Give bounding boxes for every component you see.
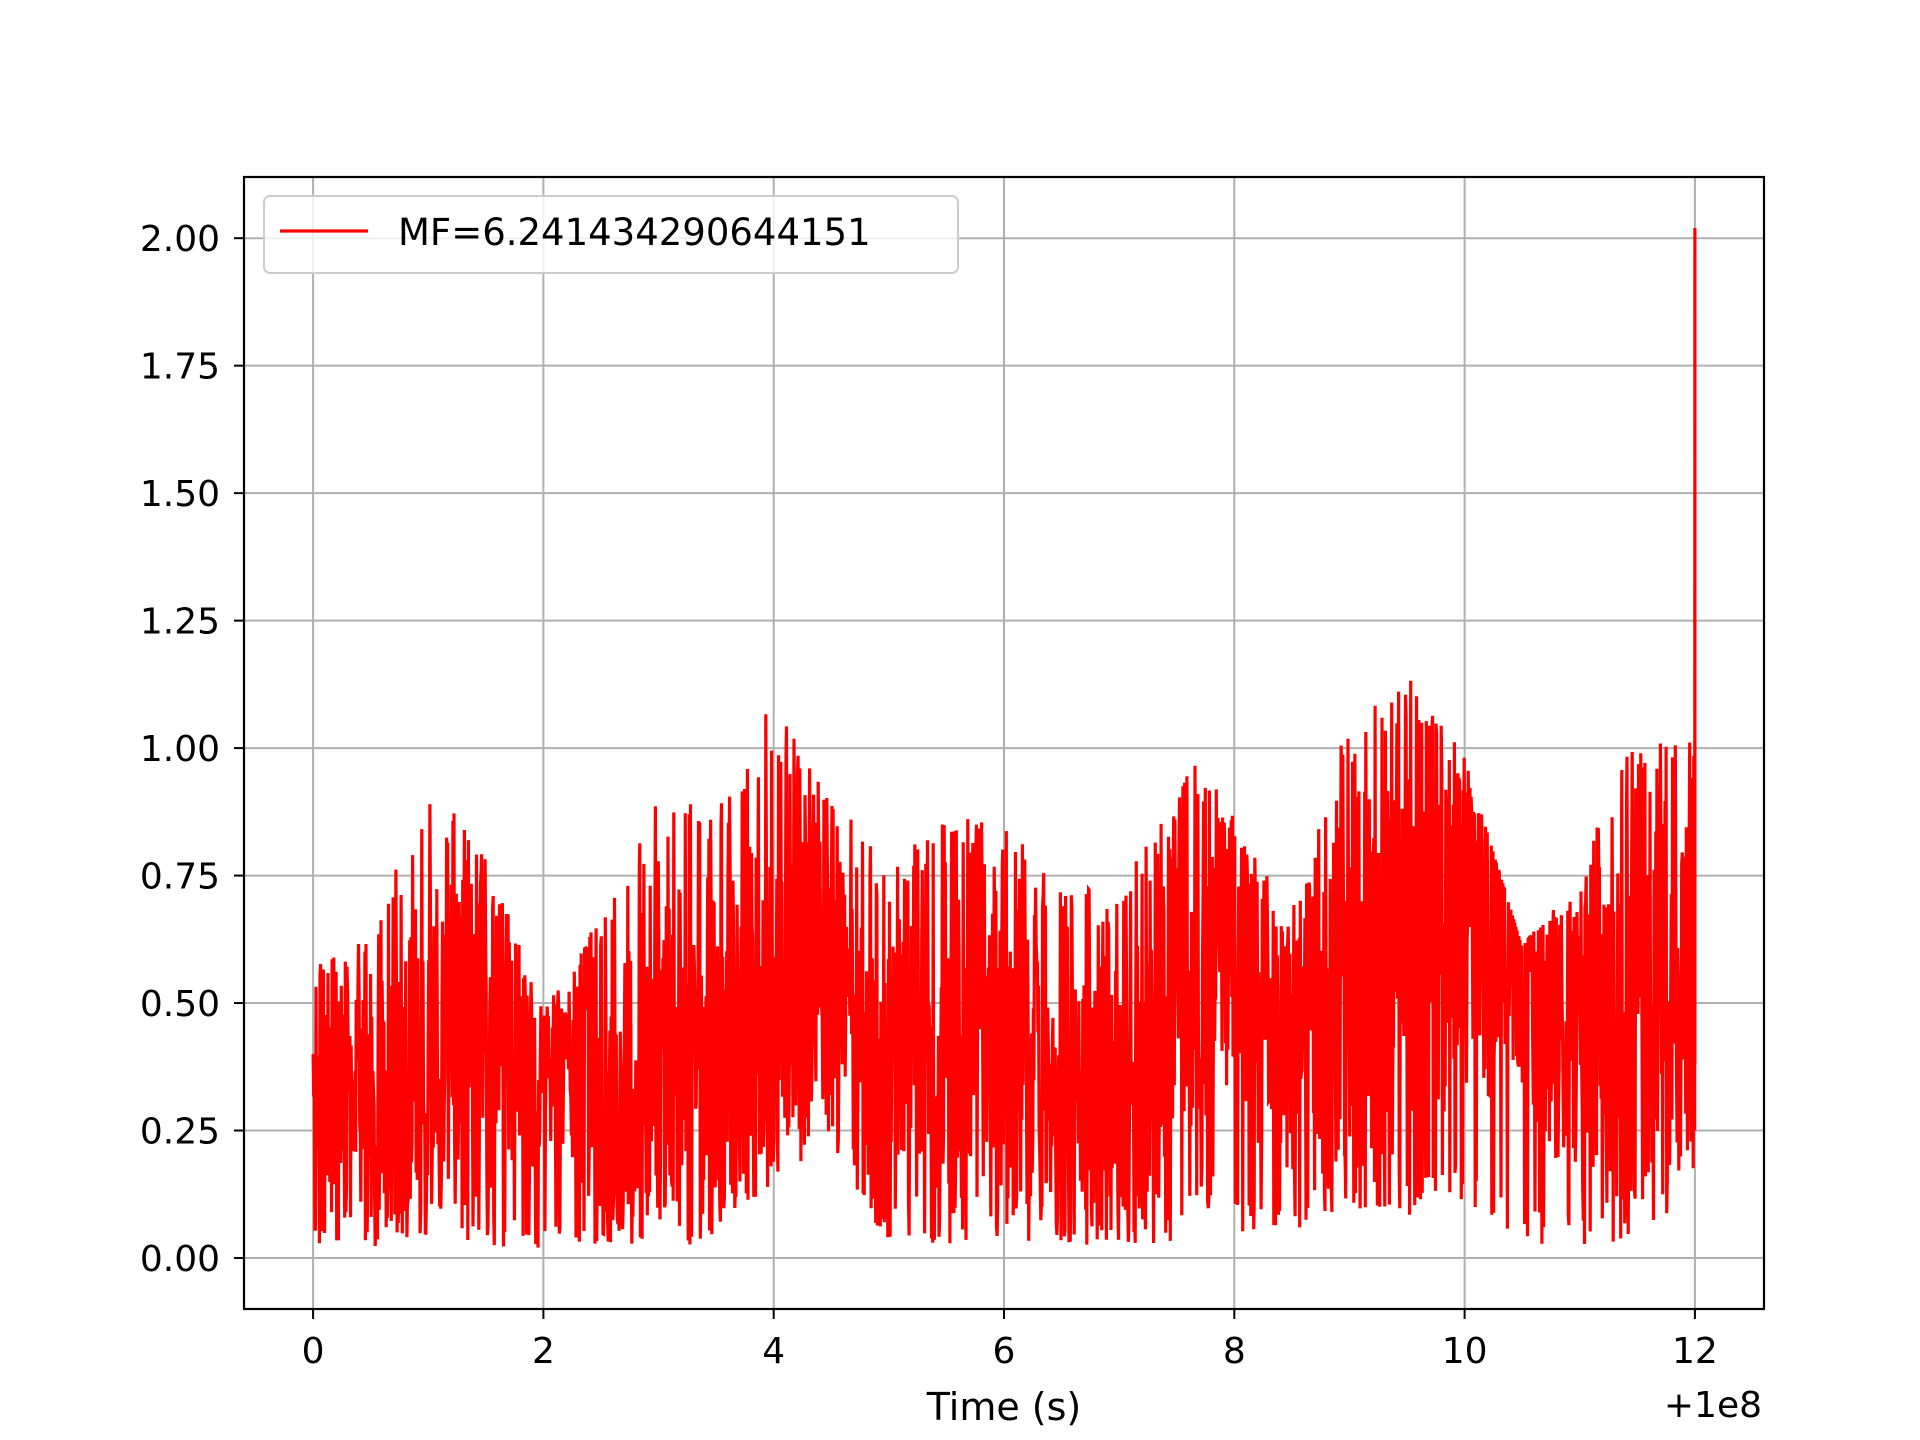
x-axis-ticks: 0 2 4 6 8 10 12 bbox=[302, 1309, 1718, 1372]
y-tick-label: 0.75 bbox=[140, 857, 220, 898]
series-line bbox=[311, 227, 1697, 1248]
y-tick-label: 1.25 bbox=[140, 602, 220, 643]
x-tick-label: 0 bbox=[302, 1331, 325, 1372]
x-tick-label: 10 bbox=[1442, 1331, 1488, 1372]
y-tick-label: 1.75 bbox=[140, 347, 220, 388]
legend-box bbox=[263, 195, 959, 274]
x-tick-label: 2 bbox=[532, 1331, 555, 1372]
y-tick-label: 0.50 bbox=[140, 984, 220, 1025]
legend: MF=6.241434290644151 bbox=[263, 195, 959, 274]
y-tick-label: 2.00 bbox=[140, 219, 220, 260]
x-tick-label: 8 bbox=[1223, 1331, 1246, 1372]
x-axis-label: Time (s) bbox=[926, 1385, 1082, 1429]
x-tick-label: 4 bbox=[762, 1331, 785, 1372]
y-tick-label: 1.00 bbox=[140, 729, 220, 770]
x-tick-label: 12 bbox=[1672, 1331, 1718, 1372]
legend-entry-label: MF=6.241434290644151 bbox=[398, 211, 871, 254]
y-axis-ticks: 0.00 0.25 0.50 0.75 1.00 1.25 1.50 1.75 2.00 bbox=[140, 219, 244, 1280]
y-tick-label: 0.00 bbox=[140, 1239, 220, 1280]
x-tick-label: 6 bbox=[993, 1331, 1016, 1372]
y-tick-label: 1.50 bbox=[140, 474, 220, 515]
series-layer bbox=[311, 227, 1697, 1248]
x-axis-offset-label: +1e8 bbox=[1664, 1385, 1762, 1426]
y-tick-label: 0.25 bbox=[140, 1112, 220, 1153]
